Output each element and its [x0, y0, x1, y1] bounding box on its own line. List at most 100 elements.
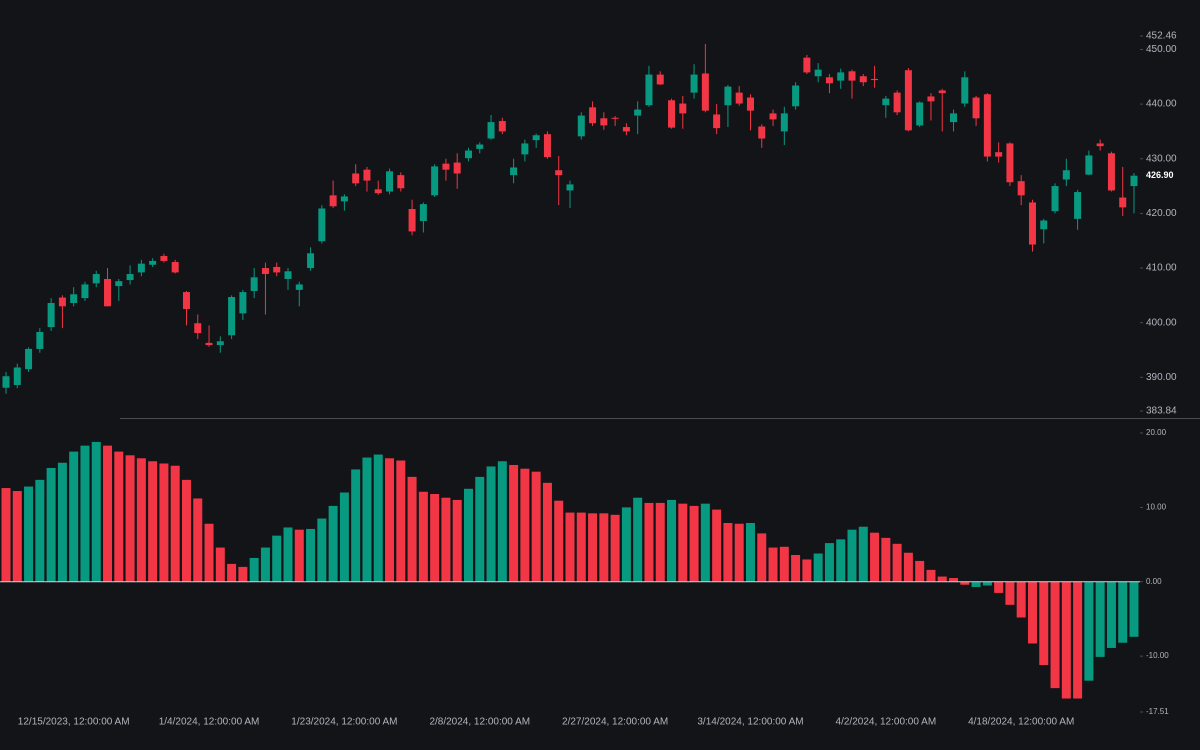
candle-body — [848, 71, 856, 81]
candle-body — [25, 348, 33, 370]
candle-body — [927, 96, 935, 102]
histogram-bar — [306, 528, 316, 582]
candle-body — [1028, 202, 1036, 245]
candle-body — [611, 117, 619, 119]
histogram-bar — [57, 462, 67, 582]
histogram-bar — [46, 467, 56, 582]
candle-body — [701, 73, 709, 111]
candle-body — [780, 113, 788, 132]
histogram-bar — [396, 460, 406, 582]
candle-body — [137, 263, 145, 273]
candle-body — [859, 76, 867, 83]
candle-body — [916, 102, 924, 126]
histogram-bar — [723, 523, 733, 582]
y-tick-label: 20.00 — [1146, 428, 1167, 437]
candle-body — [182, 292, 190, 310]
last-price-label: 426.90 — [1146, 170, 1174, 180]
histogram-bar — [757, 533, 767, 582]
histogram-bar — [599, 513, 609, 582]
candle-body — [622, 127, 630, 132]
histogram-bar — [858, 526, 868, 582]
histogram-bar — [215, 547, 225, 582]
candle-body — [904, 70, 912, 131]
histogram-bar — [949, 578, 959, 582]
candle-body — [555, 170, 563, 176]
histogram-bar — [712, 509, 722, 582]
histogram-bar — [1084, 581, 1094, 681]
histogram-bar — [193, 498, 203, 582]
histogram-bar — [700, 503, 710, 582]
x-tick-label: 1/23/2024, 12:00:00 AM — [291, 717, 397, 728]
histogram-bar — [441, 497, 451, 582]
histogram-bar — [655, 502, 665, 582]
candle-body — [92, 274, 100, 284]
histogram-bar — [903, 552, 913, 582]
histogram-bar — [136, 458, 146, 582]
candle-body — [442, 163, 450, 170]
histogram-bar — [91, 441, 101, 582]
candle-body — [532, 135, 540, 141]
candle-body — [792, 85, 800, 107]
histogram-bar — [407, 476, 417, 582]
x-tick-label: 2/8/2024, 12:00:00 AM — [429, 717, 530, 728]
histogram-bar — [689, 505, 699, 582]
candle-body — [36, 331, 44, 349]
candle-body — [983, 94, 991, 157]
histogram-bar — [1005, 581, 1015, 605]
histogram-bar — [452, 499, 462, 582]
candle-body — [363, 169, 371, 181]
candle-body — [70, 294, 78, 304]
candle-body — [746, 97, 754, 111]
histogram-bar — [847, 529, 857, 582]
histogram-bar — [633, 497, 643, 582]
candle-body — [498, 121, 506, 132]
candle-body — [13, 367, 21, 385]
candle-body — [1085, 155, 1093, 175]
histogram-bar — [373, 454, 383, 582]
histogram-bar — [294, 529, 304, 582]
histogram-bar — [238, 566, 248, 582]
histogram-bar — [824, 543, 834, 582]
candle-body — [397, 175, 405, 189]
histogram-bar — [103, 445, 113, 582]
histogram-bar — [813, 553, 823, 582]
candle-body — [972, 97, 980, 119]
candle-body — [668, 100, 676, 128]
candle-body — [126, 274, 134, 281]
histogram-bar — [667, 499, 677, 582]
histogram-bar — [170, 465, 180, 582]
x-tick-label: 4/18/2024, 12:00:00 AM — [968, 717, 1074, 728]
histogram-bar — [1050, 581, 1060, 689]
histogram-bar — [1095, 581, 1105, 657]
candle-body — [81, 284, 89, 299]
histogram-bar — [362, 457, 372, 582]
candle-body — [1051, 186, 1059, 212]
histogram-bar — [531, 471, 541, 582]
histogram-bar — [80, 445, 90, 582]
histogram-bar — [430, 493, 440, 582]
candle-body — [950, 113, 958, 123]
candle-body — [995, 152, 1003, 157]
histogram-bar — [588, 513, 598, 582]
candle-body — [600, 118, 608, 126]
candle-body — [769, 113, 777, 120]
candle-body — [893, 92, 901, 113]
candle-body — [47, 303, 55, 328]
candle-body — [464, 150, 472, 159]
candle-body — [115, 281, 123, 287]
histogram-bar — [610, 514, 620, 582]
candle-body — [543, 134, 551, 158]
candle-body — [340, 196, 348, 202]
histogram-bar — [509, 464, 519, 582]
y-tick-label: 0.00 — [1146, 577, 1162, 586]
y-tick-label: 400.00 — [1146, 317, 1177, 328]
candle-body — [476, 144, 484, 149]
y-tick-label: -17.51 — [1146, 707, 1169, 716]
candle-body — [566, 184, 574, 191]
candle-body — [938, 90, 946, 94]
candle-body — [453, 162, 461, 174]
y-tick-label: 390.00 — [1146, 372, 1177, 383]
candle-body — [961, 77, 969, 104]
histogram-bar — [317, 518, 327, 582]
